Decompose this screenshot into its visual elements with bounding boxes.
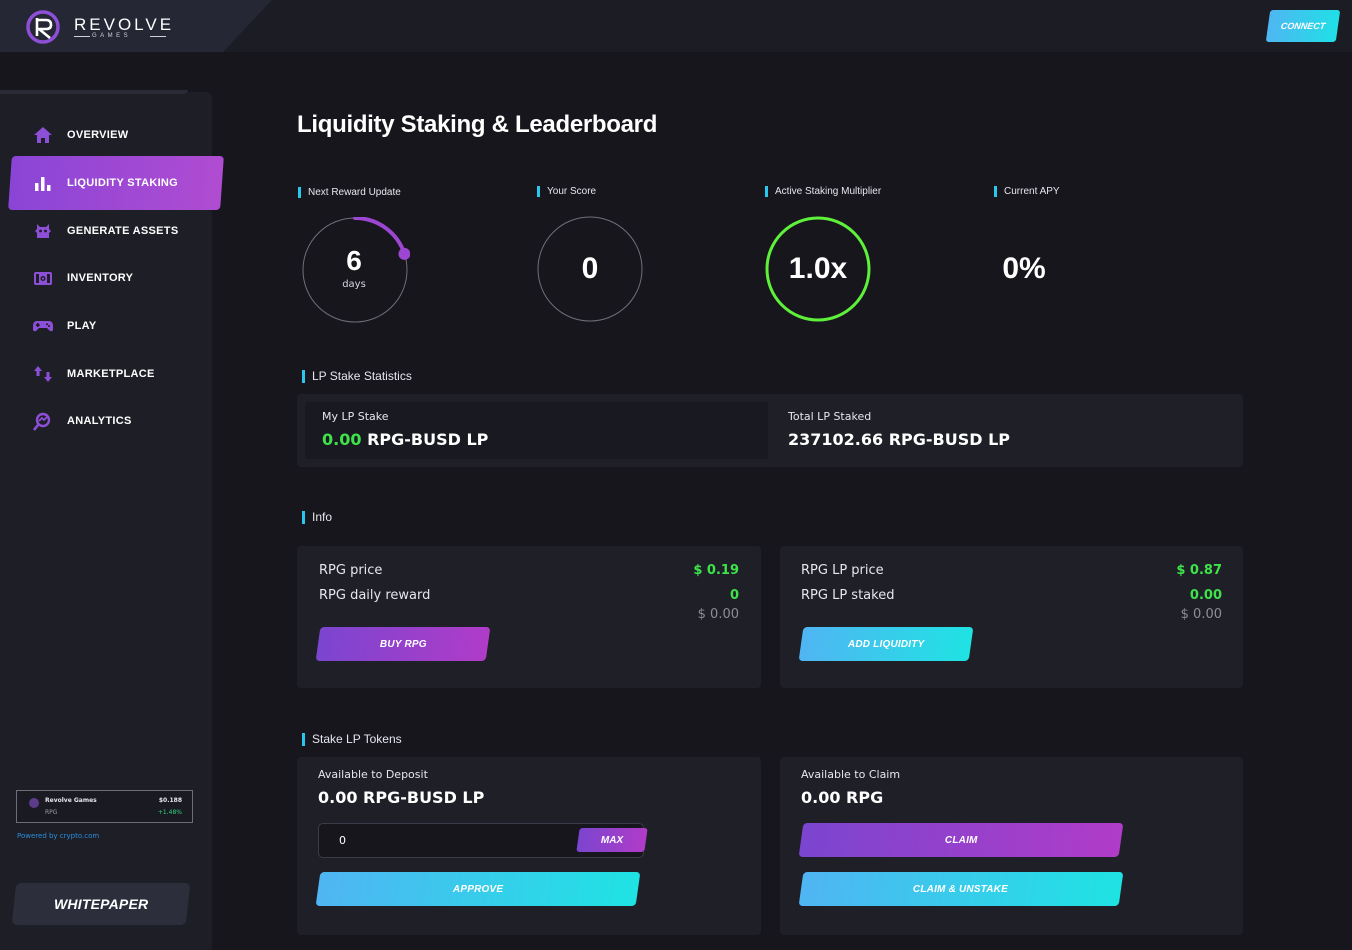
sidebar-item-label: ANALYTICS bbox=[67, 415, 132, 427]
brand-name: REVOLVE bbox=[74, 15, 175, 34]
rpg-daily-reward-value: 0 bbox=[729, 588, 739, 603]
your-score-label: Your Score bbox=[537, 186, 596, 198]
top-bar: REVOLVE GAMES CONNECT bbox=[0, 0, 1352, 52]
rpg-daily-reward-usd: $ 0.00 bbox=[697, 607, 739, 622]
rpg-lp-price-value: $ 0.87 bbox=[1176, 563, 1222, 578]
claim-label: CLAIM bbox=[944, 834, 978, 846]
add-liquidity-label: ADD LIQUIDITY bbox=[847, 638, 925, 650]
sidebar-item-label: LIQUIDITY STAKING bbox=[67, 177, 179, 189]
rpg-price-label: RPG price bbox=[319, 563, 383, 578]
apy-display: 0% bbox=[970, 215, 1078, 323]
robot-icon bbox=[32, 220, 54, 242]
approve-label: APPROVE bbox=[452, 883, 504, 895]
next-reward-unit: days bbox=[342, 279, 366, 290]
brand-divider-left bbox=[74, 36, 90, 37]
rpg-lp-staked-label: RPG LP staked bbox=[801, 588, 895, 603]
rpg-lp-staked-value: 0.00 bbox=[1189, 588, 1222, 603]
rpg-lp-staked-usd: $ 0.00 bbox=[1180, 607, 1222, 622]
rpg-lp-info-card: RPG LP price $ 0.87 RPG LP staked 0.00 $… bbox=[780, 546, 1243, 688]
sidebar-item-label: GENERATE ASSETS bbox=[67, 225, 179, 237]
total-lp-staked-label: Total LP Staked bbox=[788, 410, 872, 423]
sidebar-item-label: MARKETPLACE bbox=[67, 368, 155, 380]
max-button[interactable]: MAX bbox=[576, 828, 648, 852]
buy-rpg-label: BUY RPG bbox=[379, 638, 427, 650]
my-lp-stake-box bbox=[305, 402, 768, 459]
sidebar-item-generate-assets[interactable]: GENERATE ASSETS bbox=[10, 207, 224, 255]
approve-button[interactable]: APPROVE bbox=[315, 872, 641, 906]
next-reward-progress-knob bbox=[398, 247, 410, 260]
home-icon bbox=[32, 124, 54, 146]
sidebar-item-label: PLAY bbox=[67, 320, 97, 332]
sidebar-item-marketplace[interactable]: MARKETPLACE bbox=[10, 350, 224, 398]
claim-unstake-button[interactable]: CLAIM & UNSTAKE bbox=[798, 872, 1124, 906]
sidebar-item-liquidity-staking[interactable]: LIQUIDITY STAKING bbox=[8, 156, 224, 210]
rpg-lp-price-label: RPG LP price bbox=[801, 563, 884, 578]
whitepaper-label: WHITEPAPER bbox=[53, 896, 149, 912]
gamepad-icon bbox=[32, 315, 54, 337]
sidebar-item-analytics[interactable]: ANALYTICS bbox=[10, 397, 224, 445]
page-title: Liquidity Staking & Leaderboard bbox=[297, 111, 658, 138]
lp-stats-panel: My LP Stake 0.00 RPG-BUSD LP Total LP St… bbox=[297, 394, 1243, 467]
ticker-change: +1.48% bbox=[157, 809, 182, 816]
claim-available-value: 0.00 RPG bbox=[801, 788, 884, 807]
next-reward-value: 6 bbox=[346, 245, 362, 276]
sidebar-item-overview[interactable]: OVERVIEW bbox=[10, 111, 224, 159]
your-score-value: 0 bbox=[581, 252, 599, 285]
next-reward-progress-arc bbox=[353, 217, 407, 256]
info-section-title: Info bbox=[302, 511, 332, 524]
powered-by-link[interactable]: Powered by crypto.com bbox=[17, 832, 100, 840]
price-ticker-widget[interactable]: Revolve Games RPG $0.188 +1.48% bbox=[16, 790, 193, 823]
sidebar-item-label: OVERVIEW bbox=[67, 129, 129, 141]
multiplier-value: 1.0x bbox=[788, 252, 848, 285]
whitepaper-button[interactable]: WHITEPAPER bbox=[11, 883, 191, 925]
sidebar-item-play[interactable]: PLAY bbox=[10, 302, 224, 350]
revolve-logo-icon[interactable] bbox=[24, 8, 62, 46]
buy-rpg-button[interactable]: BUY RPG bbox=[315, 627, 491, 661]
rpg-info-card: RPG price $ 0.19 RPG daily reward 0 $ 0.… bbox=[297, 546, 761, 688]
connect-button[interactable]: CONNECT bbox=[1265, 10, 1341, 42]
next-reward-label: Next Reward Update bbox=[298, 187, 401, 199]
ticker-price: $0.188 bbox=[158, 797, 182, 804]
my-lp-stake-amount: 0.00 bbox=[322, 430, 362, 449]
add-liquidity-button[interactable]: ADD LIQUIDITY bbox=[798, 627, 974, 661]
ticker-coin-name: Revolve Games bbox=[45, 797, 97, 804]
bar-chart-icon bbox=[32, 172, 54, 194]
my-lp-stake-label: My LP Stake bbox=[322, 410, 389, 423]
rpg-price-value: $ 0.19 bbox=[693, 563, 739, 578]
deposit-available-label: Available to Deposit bbox=[318, 768, 428, 781]
brand-divider-right bbox=[150, 36, 166, 37]
my-lp-stake-value: 0.00 RPG-BUSD LP bbox=[322, 430, 488, 449]
brand-sub: GAMES bbox=[92, 33, 132, 39]
lp-stats-section-title: LP Stake Statistics bbox=[302, 370, 412, 383]
multiplier-label: Active Staking Multiplier bbox=[765, 186, 881, 198]
multiplier-ring: 1.0x bbox=[764, 215, 872, 323]
analytics-icon bbox=[32, 410, 54, 432]
exchange-arrows-icon bbox=[32, 363, 54, 385]
next-reward-ring: 6 days bbox=[302, 217, 410, 325]
your-score-ring: 0 bbox=[536, 215, 644, 323]
sidebar-item-label: INVENTORY bbox=[67, 272, 134, 284]
apy-value: 0% bbox=[1002, 252, 1046, 285]
my-lp-stake-unit: RPG-BUSD LP bbox=[367, 430, 489, 449]
sidebar-top-edge bbox=[0, 90, 188, 94]
claim-available-label: Available to Claim bbox=[801, 768, 901, 781]
sidebar-item-inventory[interactable]: INVENTORY bbox=[10, 254, 224, 302]
apy-label: Current APY bbox=[994, 186, 1060, 198]
rpg-daily-reward-label: RPG daily reward bbox=[319, 588, 431, 603]
ticker-symbol: RPG bbox=[45, 809, 58, 816]
deposit-available-value: 0.00 RPG-BUSD LP bbox=[318, 788, 485, 807]
claim-unstake-label: CLAIM & UNSTAKE bbox=[913, 883, 1009, 895]
coin-logo-icon bbox=[29, 798, 39, 808]
chest-icon bbox=[32, 267, 54, 289]
max-label: MAX bbox=[600, 834, 624, 846]
claim-button[interactable]: CLAIM bbox=[798, 823, 1124, 857]
stake-section-title: Stake LP Tokens bbox=[302, 733, 402, 746]
total-lp-staked-value: 237102.66 RPG-BUSD LP bbox=[788, 430, 1011, 449]
